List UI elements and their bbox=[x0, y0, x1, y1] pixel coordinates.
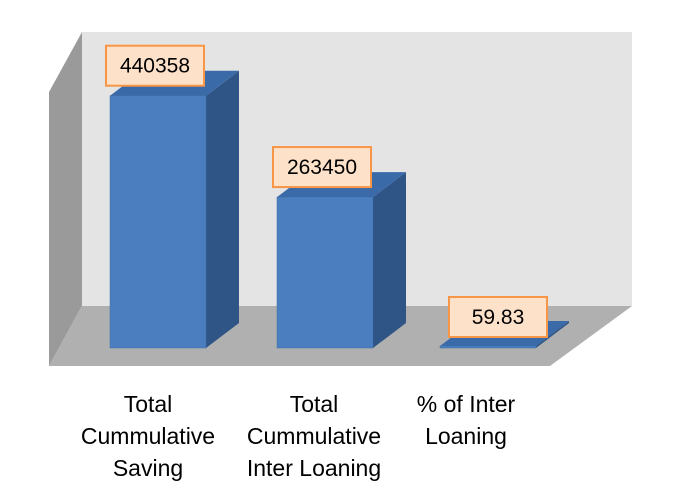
bar-front bbox=[276, 196, 374, 349]
data-label-box bbox=[105, 44, 205, 87]
data-labels: 440358 263450 59.83 bbox=[105, 44, 548, 338]
bar-1 bbox=[276, 172, 406, 349]
bars bbox=[109, 70, 569, 349]
data-label-text: 440358 bbox=[120, 55, 190, 78]
bar-side bbox=[206, 70, 239, 349]
bar-0 bbox=[109, 70, 239, 349]
data-label-1: 263450 bbox=[272, 146, 372, 189]
data-label-2: 59.83 bbox=[448, 296, 548, 338]
data-label-text: 59.83 bbox=[472, 306, 525, 329]
data-label-text: 263450 bbox=[287, 156, 357, 179]
category-label-total-inter-loaning: Total Cummulative Inter Loaning bbox=[246, 391, 382, 481]
data-label-box bbox=[272, 146, 372, 189]
side-wall bbox=[49, 32, 82, 366]
category-label-total-saving: Total Cummulative Saving bbox=[80, 391, 216, 481]
bar-side bbox=[373, 172, 406, 348]
data-label-box bbox=[448, 296, 548, 338]
bar-front bbox=[109, 95, 207, 349]
category-label-percent-inter-loaning: % of Inter Loaning bbox=[416, 391, 516, 449]
data-label-0: 440358 bbox=[105, 44, 205, 87]
bar-front bbox=[439, 345, 537, 349]
bar-side bbox=[536, 321, 569, 348]
